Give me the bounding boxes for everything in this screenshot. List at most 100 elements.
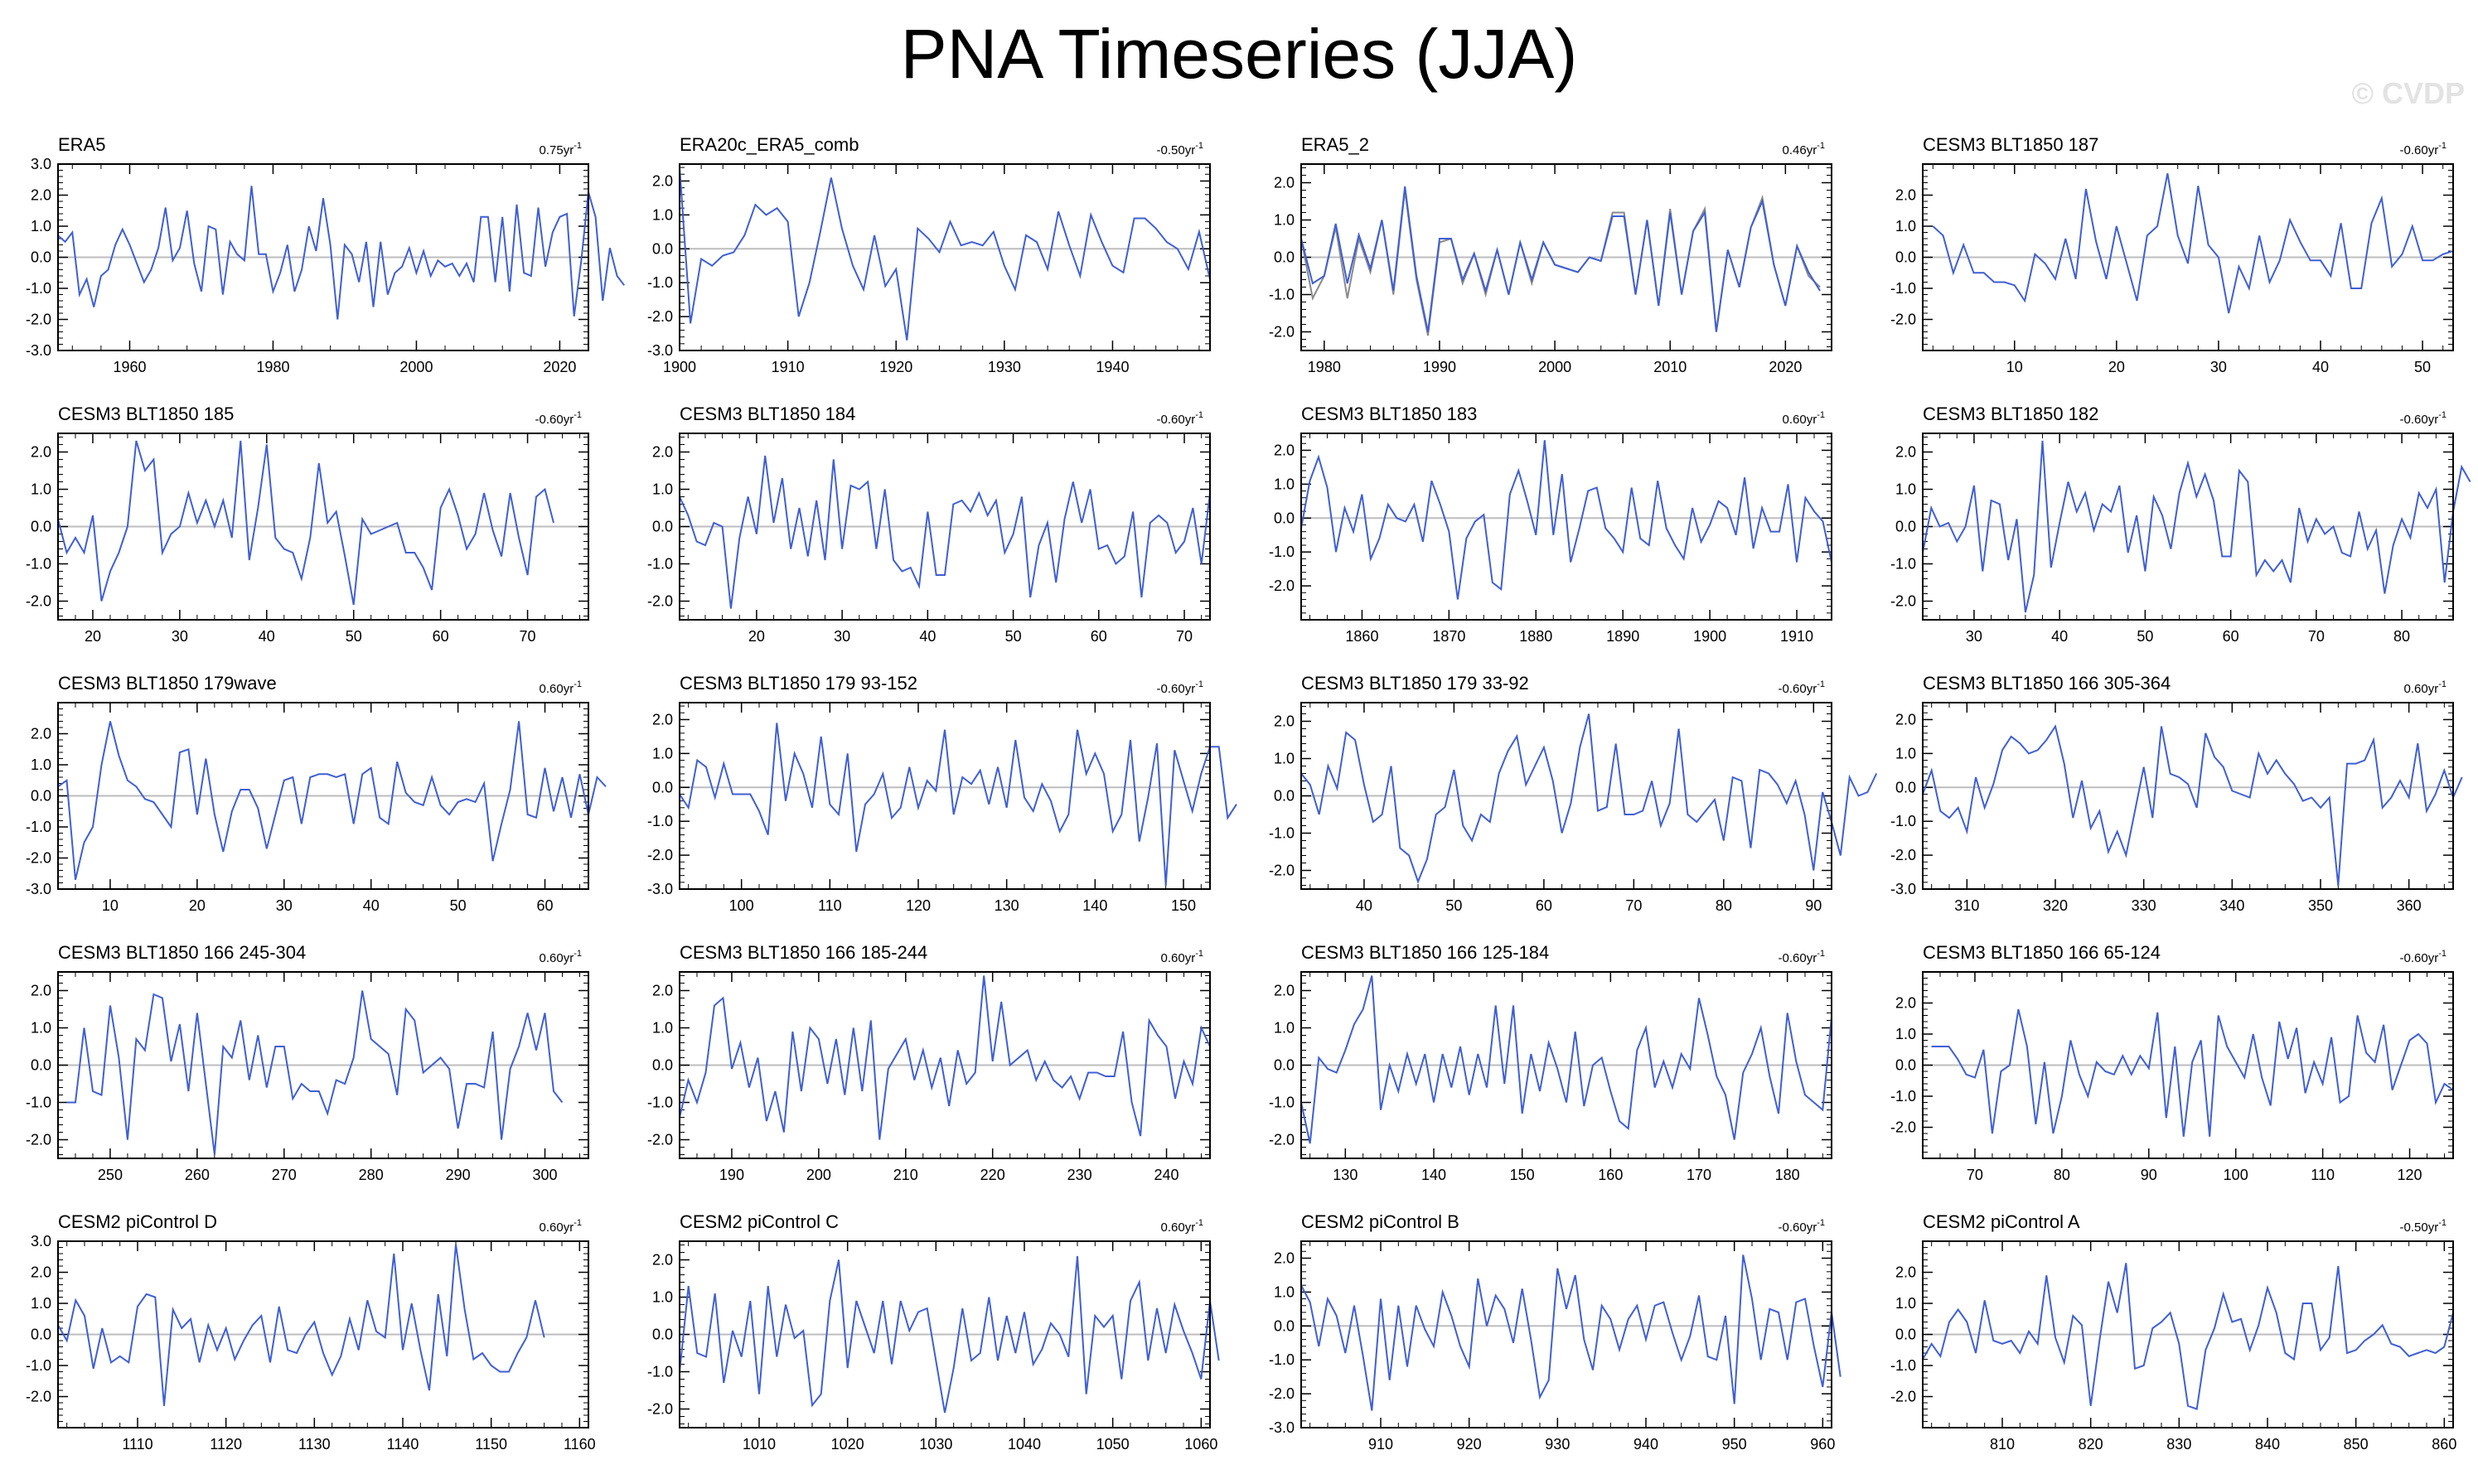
x-tick-label: 50 <box>1445 897 1462 914</box>
x-tick-label: 40 <box>1356 897 1372 914</box>
y-tick-label: 1.0 <box>1895 218 1916 234</box>
y-tick-label: 0.0 <box>652 519 673 535</box>
x-tick-label: 320 <box>2043 897 2068 914</box>
x-tick-label: 30 <box>2210 359 2227 375</box>
series-line <box>57 1244 545 1406</box>
x-tick-label: 2000 <box>399 359 433 375</box>
trend-exponent: -1 <box>1817 1218 1825 1228</box>
panel-9: CESM3 BLT1850 179wave 0.60yr-1 -3.0 -2.0 -1.… <box>26 673 607 914</box>
x-tick-label: 130 <box>995 897 1019 914</box>
x-tick-label: 50 <box>2414 359 2431 375</box>
y-tick-label: 1.0 <box>652 481 673 498</box>
x-tick-label: 30 <box>276 897 293 914</box>
panel-title: CESM2 piControl B <box>1301 1211 1459 1232</box>
plot-frame <box>1300 163 1832 351</box>
x-tick-label: 1930 <box>988 359 1021 375</box>
x-tick-label: 2020 <box>543 359 576 375</box>
x-tick-label: 30 <box>1966 628 1982 645</box>
x-tick-label: 100 <box>2224 1167 2248 1183</box>
trend-exponent: -1 <box>2438 949 2447 959</box>
y-tick-label: 0.0 <box>31 788 51 805</box>
plot-frame <box>1922 971 2454 1159</box>
x-tick-label: 1020 <box>831 1436 864 1453</box>
y-tick-label: -2.0 <box>647 1132 673 1148</box>
x-tick-label: 300 <box>533 1167 558 1183</box>
y-tick-label: 3.0 <box>31 156 51 172</box>
series-line <box>679 455 1211 609</box>
x-tick-label: 20 <box>748 628 765 645</box>
y-tick-label: -1.0 <box>26 280 51 297</box>
y-tick-label: 2.0 <box>31 1264 51 1281</box>
x-tick-label: 20 <box>2108 359 2125 375</box>
y-tick-label: 2.0 <box>652 983 673 999</box>
y-tick-label: 0.0 <box>652 240 673 257</box>
x-tick-label: 80 <box>1716 897 1732 914</box>
y-tick-label: 1.0 <box>1274 1283 1295 1300</box>
x-tick-label: 330 <box>2132 897 2156 914</box>
panel-12: CESM3 BLT1850 166 305-364 0.60yr-1 -3.0 -2.… <box>1890 673 2463 914</box>
series-line <box>679 167 1211 341</box>
trend-exponent: -1 <box>2438 410 2447 420</box>
x-tick-label: 250 <box>98 1167 123 1183</box>
y-tick-label: -1.0 <box>26 1357 51 1374</box>
y-tick-label: -2.0 <box>1890 593 1916 610</box>
plot-frame <box>57 702 589 890</box>
x-tick-label: 70 <box>1625 897 1642 914</box>
y-tick-label: -3.0 <box>1890 881 1916 897</box>
y-tick-label: -2.0 <box>1269 1132 1295 1148</box>
x-tick-label: 40 <box>2312 359 2329 375</box>
y-tick-label: 2.0 <box>31 187 51 204</box>
x-tick-label: 1870 <box>1432 628 1465 645</box>
y-tick-label: 2.0 <box>652 711 673 727</box>
y-tick-label: -1.0 <box>1890 813 1916 829</box>
x-tick-label: 1160 <box>564 1436 596 1453</box>
x-tick-label: 240 <box>1154 1167 1179 1183</box>
x-tick-label: 1040 <box>1008 1436 1041 1453</box>
trend-label: -0.60yr-1 <box>1779 949 1825 965</box>
x-tick-label: 60 <box>433 628 449 645</box>
y-tick-label: -1.0 <box>1269 1351 1295 1368</box>
x-tick-label: 1010 <box>743 1436 776 1453</box>
y-tick-label: -1.0 <box>1269 1095 1295 1111</box>
y-tick-label: 0.0 <box>1274 1057 1295 1074</box>
x-tick-label: 1860 <box>1345 628 1378 645</box>
x-tick-label: 1110 <box>122 1436 152 1453</box>
x-tick-label: 930 <box>1545 1436 1570 1453</box>
y-tick-label: 0.0 <box>1895 1057 1916 1074</box>
panel-title: CESM3 BLT1850 185 <box>58 404 234 424</box>
x-tick-label: 1150 <box>475 1436 507 1453</box>
panel-title: CESM3 BLT1850 179 93-152 <box>680 673 917 694</box>
trend-label: 0.60yr-1 <box>540 949 582 965</box>
y-tick-label: 2.0 <box>652 444 673 461</box>
x-tick-label: 270 <box>272 1167 297 1183</box>
trend-exponent: -1 <box>1817 679 1825 689</box>
plot-frame <box>1922 163 2454 351</box>
x-tick-label: 80 <box>2393 628 2410 645</box>
x-tick-label: 180 <box>1775 1167 1800 1183</box>
trend-label: 0.60yr-1 <box>2404 679 2447 696</box>
y-tick-label: -1.0 <box>647 1364 673 1380</box>
series-line <box>1932 173 2454 314</box>
trend-label: -0.60yr-1 <box>1779 679 1825 696</box>
y-tick-label: 2.0 <box>1895 1264 1916 1281</box>
panel-6: CESM3 BLT1850 184 -0.60yr-1 -2.0 -1.0 0.0 1.0… <box>647 404 1211 645</box>
x-tick-label: 960 <box>1810 1436 1835 1453</box>
y-tick-label: -2.0 <box>1269 578 1295 594</box>
trend-exponent: -1 <box>574 141 582 151</box>
panel-4: CESM3 BLT1850 187 -0.60yr-1 -2.0 -1.0 0.0 1.0… <box>1890 134 2454 375</box>
x-tick-label: 110 <box>2311 1167 2335 1183</box>
trend-exponent: -1 <box>1817 410 1825 420</box>
y-tick-label: -2.0 <box>1890 312 1916 328</box>
trend-exponent: -1 <box>574 949 582 959</box>
x-tick-label: 1940 <box>1096 359 1129 375</box>
x-tick-label: 1900 <box>663 359 696 375</box>
panel-title: CESM3 BLT1850 187 <box>1923 134 2098 155</box>
plot-frame <box>679 971 1211 1159</box>
y-tick-label: 0.0 <box>652 1057 673 1074</box>
y-tick-label: -2.0 <box>26 593 51 610</box>
x-tick-label: 1060 <box>1184 1436 1217 1453</box>
y-tick-label: -1.0 <box>1890 1357 1916 1374</box>
series-line <box>1922 1263 2454 1410</box>
x-tick-label: 70 <box>1176 628 1193 645</box>
